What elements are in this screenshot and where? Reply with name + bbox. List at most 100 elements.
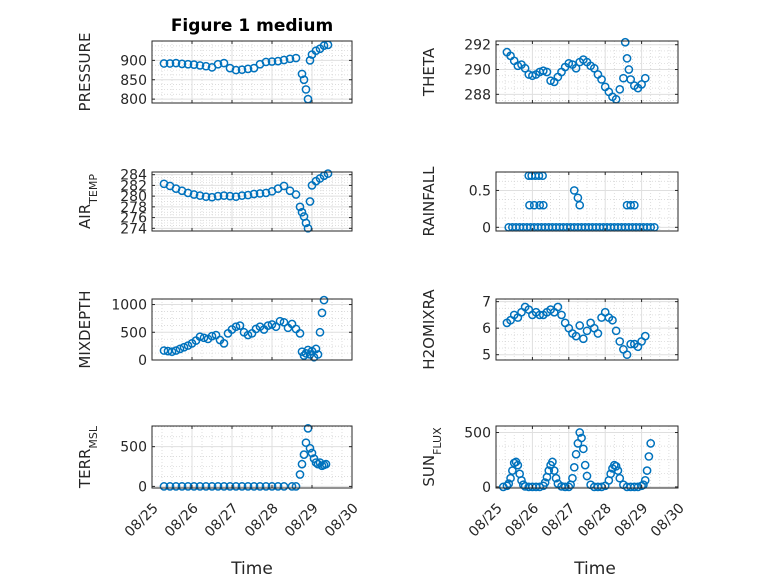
data-point	[201, 61, 211, 71]
data-point	[597, 75, 606, 84]
data-point	[189, 60, 199, 69]
data-point	[159, 59, 169, 68]
data-point	[189, 190, 199, 199]
y-tick-label: 500	[120, 325, 147, 341]
data-point	[629, 200, 639, 210]
data-point	[243, 482, 253, 491]
y-axis-label: THETA	[420, 47, 438, 97]
y-tick-label: 1000	[111, 298, 147, 314]
data-point	[179, 342, 189, 352]
data-point	[295, 329, 305, 338]
data-point	[311, 344, 321, 354]
data-point	[285, 54, 295, 64]
data-point	[529, 200, 539, 210]
data-point	[504, 479, 514, 488]
data-point	[297, 207, 307, 217]
data-point	[267, 57, 277, 66]
data-point	[317, 308, 327, 318]
data-point	[626, 339, 636, 349]
data-point	[305, 197, 315, 206]
subplot-h2omixra: 5 6 7 H2OMIXRA	[420, 289, 679, 370]
data-point	[579, 334, 588, 344]
data-point	[255, 189, 265, 198]
data-point	[535, 482, 545, 492]
y-tick-label: 0	[138, 479, 147, 495]
data-point	[171, 482, 181, 491]
data-point	[165, 482, 175, 491]
data-point	[287, 482, 297, 491]
data-point	[177, 482, 187, 491]
data-point	[275, 316, 285, 326]
data-point	[535, 200, 545, 210]
data-point	[502, 481, 512, 491]
axes-box	[151, 171, 353, 232]
axes-box	[151, 298, 353, 361]
data-point	[243, 64, 253, 74]
subplot-rainfall: 0 0.5 RAINFALL	[420, 166, 679, 237]
data-point	[291, 482, 301, 491]
data-point	[201, 482, 211, 491]
data-point	[237, 482, 247, 491]
data-point	[167, 347, 177, 357]
data-point	[261, 482, 271, 491]
data-point	[593, 329, 603, 338]
data-point	[189, 482, 199, 491]
plot-area	[496, 172, 678, 231]
subplot-pressure: 800 850 900 PRESSURE	[76, 33, 353, 111]
data-point	[626, 75, 636, 84]
axes-box	[495, 298, 679, 361]
data-point	[321, 459, 331, 469]
y-tick-label: 288	[464, 87, 491, 103]
data-point	[249, 482, 259, 491]
data-point	[177, 59, 187, 69]
data-point	[261, 188, 271, 198]
data-point	[207, 192, 217, 202]
data-point	[199, 333, 209, 343]
y-axis-label: SUNFLUX	[420, 427, 444, 487]
data-point	[213, 59, 223, 69]
data-point	[195, 61, 205, 70]
data-point	[615, 473, 625, 483]
data-point	[301, 218, 311, 228]
data-point	[571, 63, 581, 73]
y-axis-label: RAINFALL	[420, 166, 438, 237]
data-point	[171, 346, 181, 355]
data-point	[571, 331, 581, 341]
data-point	[535, 310, 545, 320]
y-axis-label: TERRMSL	[76, 425, 100, 489]
data-point	[165, 59, 175, 68]
y-tick-label: 6	[482, 321, 491, 337]
axes-box	[151, 40, 353, 104]
data-point	[249, 189, 259, 199]
y-tick-label: 292	[464, 38, 491, 54]
data-point	[207, 482, 217, 491]
data-point	[299, 450, 309, 459]
data-point	[295, 470, 305, 479]
data-point	[263, 321, 273, 330]
data-point	[644, 452, 654, 461]
data-point	[219, 191, 229, 200]
data-point	[237, 191, 247, 200]
y-tick-label: 0	[482, 220, 491, 236]
figure-title: Figure 1 medium	[171, 16, 333, 36]
data-point	[297, 459, 307, 469]
y-tick-label: 280	[120, 189, 147, 205]
data-point	[299, 75, 309, 85]
data-point	[544, 466, 554, 475]
y-tick-label: 290	[464, 63, 491, 79]
data-point	[582, 326, 592, 336]
data-point	[237, 65, 247, 75]
data-point	[577, 433, 586, 443]
subplot-theta: 288 290 292 THETA	[420, 38, 679, 104]
y-tick-label: 0.5	[469, 183, 491, 199]
data-point	[551, 473, 561, 483]
data-point	[640, 331, 650, 341]
data-point	[313, 350, 323, 359]
data-point	[506, 473, 515, 483]
data-point	[542, 67, 552, 77]
data-point	[207, 331, 217, 341]
data-point	[225, 191, 235, 201]
data-point	[213, 191, 223, 201]
y-tick-label: 5	[482, 348, 491, 364]
